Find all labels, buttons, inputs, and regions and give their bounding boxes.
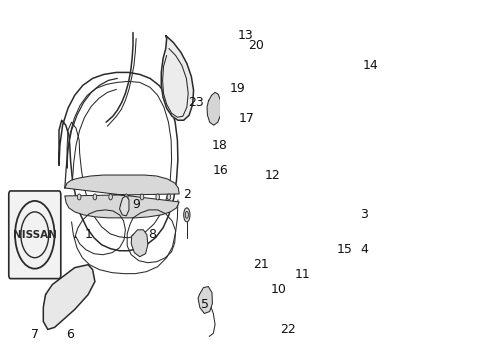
Ellipse shape (77, 194, 81, 200)
Text: 13: 13 (237, 29, 252, 42)
Polygon shape (257, 252, 271, 279)
Polygon shape (239, 118, 251, 147)
Ellipse shape (108, 194, 112, 200)
Ellipse shape (93, 194, 97, 200)
Text: 15: 15 (336, 243, 351, 256)
FancyBboxPatch shape (326, 233, 341, 273)
Polygon shape (222, 88, 239, 122)
Ellipse shape (140, 194, 143, 200)
Polygon shape (265, 240, 296, 272)
Ellipse shape (167, 194, 170, 200)
Text: 19: 19 (229, 82, 245, 95)
Polygon shape (65, 175, 179, 218)
Polygon shape (131, 230, 147, 257)
Ellipse shape (285, 254, 286, 258)
Text: 6: 6 (66, 328, 74, 341)
Ellipse shape (278, 254, 280, 258)
Ellipse shape (272, 254, 274, 258)
Text: 12: 12 (264, 168, 280, 181)
Ellipse shape (156, 194, 159, 200)
Text: 3: 3 (359, 208, 367, 221)
Text: 14: 14 (362, 59, 378, 72)
Text: 2: 2 (183, 188, 190, 202)
Polygon shape (339, 205, 352, 228)
Polygon shape (295, 234, 307, 259)
Text: 5: 5 (201, 298, 208, 311)
Text: 18: 18 (211, 139, 227, 152)
Text: 8: 8 (148, 228, 156, 241)
Text: 16: 16 (212, 163, 228, 176)
Polygon shape (206, 92, 220, 125)
Polygon shape (253, 49, 271, 82)
Polygon shape (258, 178, 273, 210)
Ellipse shape (185, 211, 188, 219)
Text: 4: 4 (359, 243, 367, 256)
Polygon shape (161, 36, 193, 120)
Polygon shape (338, 235, 353, 259)
FancyBboxPatch shape (276, 292, 287, 315)
FancyBboxPatch shape (272, 285, 291, 323)
Text: 11: 11 (294, 268, 309, 281)
Text: NISSAN: NISSAN (13, 230, 57, 240)
Text: 21: 21 (252, 258, 268, 271)
Text: 10: 10 (270, 283, 286, 296)
Text: 20: 20 (248, 39, 264, 52)
Text: 23: 23 (187, 96, 203, 109)
Text: 9: 9 (132, 198, 140, 211)
Polygon shape (119, 196, 129, 216)
FancyBboxPatch shape (9, 191, 61, 279)
Text: 7: 7 (31, 328, 39, 341)
Polygon shape (43, 265, 95, 329)
Text: 22: 22 (279, 323, 295, 336)
Polygon shape (198, 287, 212, 314)
Text: 17: 17 (238, 112, 254, 125)
Text: 1: 1 (84, 228, 92, 241)
Ellipse shape (290, 254, 292, 258)
Polygon shape (224, 145, 239, 171)
Ellipse shape (124, 194, 128, 200)
Ellipse shape (183, 208, 190, 222)
Ellipse shape (329, 245, 338, 261)
